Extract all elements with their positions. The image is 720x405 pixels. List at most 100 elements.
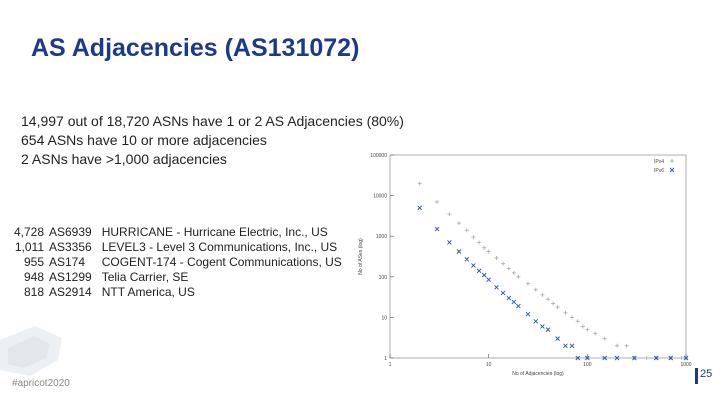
asn-count: 818: [23, 285, 44, 299]
data-point-ipv6: [486, 277, 491, 282]
data-point-ipv4: [486, 249, 491, 254]
data-point-ipv6: [545, 327, 551, 332]
data-point-ipv4: [563, 310, 568, 315]
asn-number: AS6939: [49, 225, 92, 239]
table-row: 948 AS1299 Telia Carrier, SE: [10, 270, 345, 285]
y-tick-label: 10: [381, 315, 387, 321]
bullet-line: 14,997 out of 18,720 ASNs have 1 or 2 AS…: [21, 113, 404, 129]
data-point-ipv4: [585, 327, 590, 332]
data-point-ipv6: [632, 355, 637, 361]
asn-count: 1,011: [14, 240, 44, 254]
asn-number: AS2914: [49, 285, 92, 299]
data-point-ipv6: [614, 355, 620, 361]
data-point-ipv6: [683, 355, 689, 361]
data-point-ipv4: [456, 221, 461, 226]
table-row: 955 AS174 COGENT-174 - Cogent Communicat…: [10, 255, 345, 270]
asn-count: 948: [23, 270, 44, 284]
asn-name: HURRICANE - Hurricane Electric, Inc., US: [101, 225, 328, 239]
data-point-ipv6: [569, 343, 575, 349]
page-number: 25: [700, 368, 713, 380]
data-point-ipv6: [481, 272, 487, 278]
bullet-line: 2 ASNs have >1,000 adjacencies: [21, 151, 227, 167]
event-hashtag: #apricot2020: [12, 378, 70, 389]
data-point-ipv6: [585, 355, 590, 361]
y-tick-label: 10000: [373, 194, 387, 200]
asn-name: NTT America, US: [101, 285, 195, 299]
asn-count: 955: [23, 255, 44, 269]
data-point-ipv4: [540, 292, 545, 297]
data-point-ipv4: [580, 324, 585, 329]
x-tick-label: 1: [389, 362, 392, 368]
asn-count: 4,728: [13, 225, 44, 239]
data-point-ipv4: [555, 305, 560, 310]
data-point-ipv6: [602, 355, 608, 361]
data-point-ipv6: [668, 355, 674, 361]
data-point-ipv4: [602, 336, 607, 341]
data-point-ipv4: [546, 297, 551, 302]
data-point-ipv4: [506, 266, 511, 271]
legend-marker: [669, 167, 675, 173]
adjacency-scatter-chart: 1 10 100 1000 10000 100000 1 10 100 1000 No of Adj…: [358, 153, 692, 377]
data-point-ipv6: [417, 205, 423, 211]
legend-label: IPv6: [654, 168, 664, 174]
data-point-ipv4: [482, 245, 487, 250]
data-point-ipv4: [644, 356, 649, 360]
table-row: 818 AS2914 NTT America, US: [10, 285, 345, 300]
plot-frame: [389, 154, 687, 359]
data-point-ipv6: [494, 285, 499, 290]
data-point-ipv4: [447, 212, 452, 217]
x-axis-label: No of Adjacencies (log): [512, 371, 564, 377]
asn-number: AS3356: [49, 240, 92, 254]
data-point-ipv6: [511, 299, 517, 305]
asn-number: AS174: [49, 255, 86, 269]
y-tick-label: 1: [384, 356, 387, 362]
y-tick-label: 1000: [376, 234, 387, 240]
data-point-ipv4: [511, 270, 516, 275]
data-point-ipv4: [551, 301, 556, 306]
decorative-watermark: [0, 326, 62, 376]
data-point-ipv6: [653, 355, 659, 361]
data-point-ipv6: [555, 336, 560, 341]
data-point-ipv4: [464, 228, 469, 233]
y-tick-label: 100000: [370, 153, 387, 159]
x-tick-label: 100: [583, 362, 592, 368]
data-point-ipv4: [679, 356, 684, 360]
data-point-ipv4: [501, 261, 506, 266]
data-point-ipv4: [494, 256, 499, 261]
x-tick-label: 10: [486, 362, 492, 368]
data-point-ipv4: [575, 319, 580, 324]
table-row: 4,728 AS6939 HURRICANE - Hurricane Elect…: [10, 225, 345, 240]
data-point-ipv6: [456, 249, 462, 254]
asn-number: AS1299: [49, 270, 92, 284]
slide-logo: [695, 368, 698, 384]
data-point-ipv6: [471, 263, 476, 268]
summary-bullets: 14,997 out of 18,720 ASNs have 1 or 2 AS…: [21, 112, 404, 169]
asn-name: Telia Carrier, SE: [101, 270, 189, 284]
data-point-ipv4: [593, 331, 598, 336]
data-point-ipv4: [471, 235, 476, 240]
top-asn-table: 4,728 AS6939 HURRICANE - Hurricane Elect…: [10, 225, 345, 300]
data-point-ipv6: [575, 355, 581, 361]
data-point-ipv4: [477, 240, 482, 245]
chart-axes: 1 10 100 1000 10000 100000 1 10 100 1000 No of Adj…: [358, 153, 692, 377]
data-point-ipv6: [506, 295, 512, 301]
data-point-ipv6: [434, 226, 440, 232]
data-point-ipv4: [417, 181, 422, 186]
data-point-ipv4: [624, 343, 629, 348]
x-tick-label: 1000: [680, 362, 691, 368]
y-axis-label: No of ASes (log): [358, 238, 364, 275]
legend-label: IPv4: [654, 159, 664, 165]
y-tick-label: 100: [379, 275, 388, 281]
legend-marker: [670, 159, 674, 163]
data-point-ipv4: [570, 315, 575, 320]
data-point-ipv6: [500, 290, 506, 296]
bullet-line: 654 ASNs have 10 or more adjacencies: [21, 132, 267, 148]
asn-name: COGENT-174 - Cogent Communications, US: [101, 255, 342, 269]
data-point-ipv6: [476, 268, 482, 274]
data-point-ipv6: [525, 311, 531, 317]
data-point-ipv6: [447, 240, 452, 245]
data-point-ipv6: [464, 256, 470, 262]
chart-marks: [417, 181, 689, 361]
table-row: 1,011 AS3356 LEVEL3 - Level 3 Communicat…: [10, 240, 345, 255]
data-point-ipv6: [533, 319, 539, 324]
